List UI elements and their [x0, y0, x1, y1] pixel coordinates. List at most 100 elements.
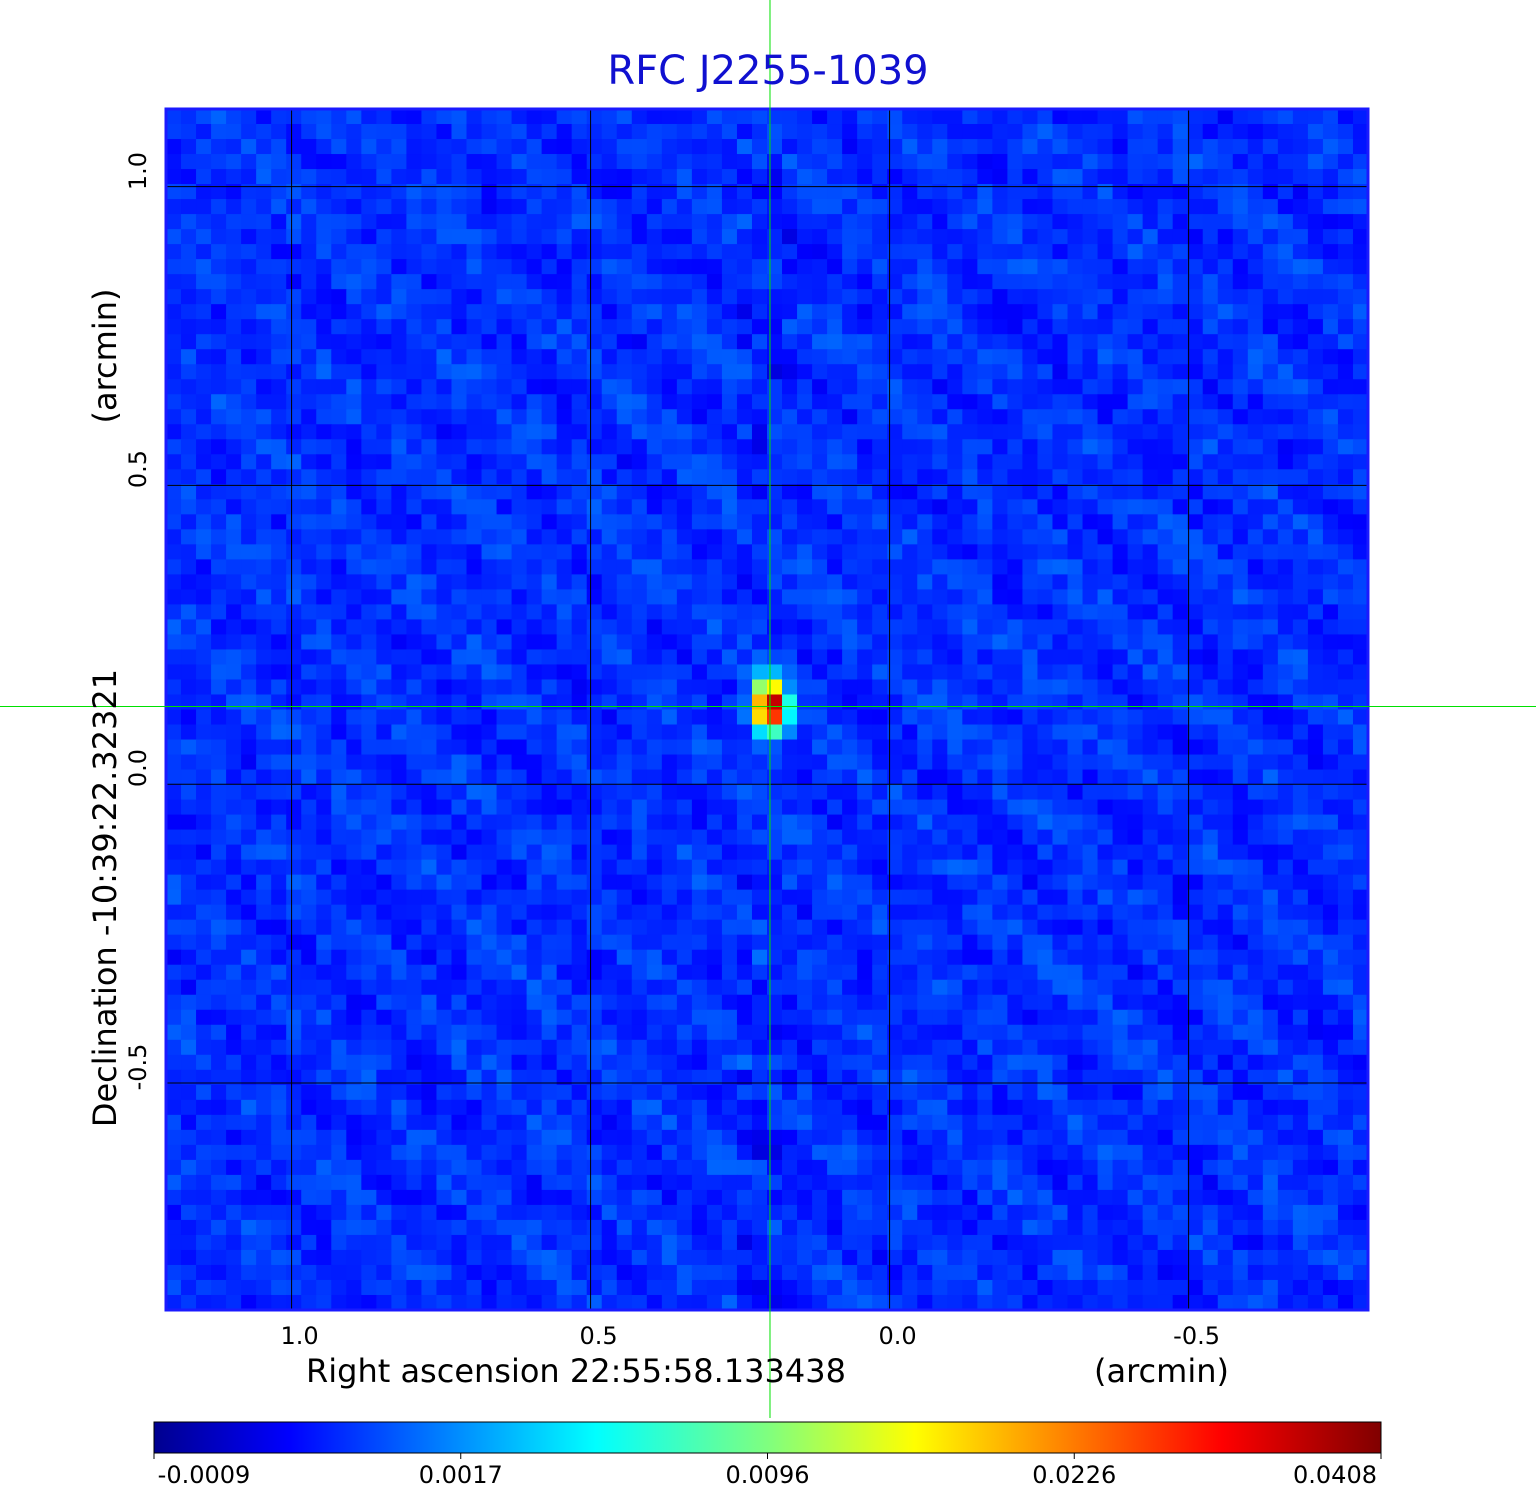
heatmap-cell [631, 919, 648, 936]
heatmap-cell [676, 259, 693, 275]
heatmap-cell [196, 739, 212, 756]
heatmap-cell [1322, 304, 1339, 320]
heatmap-cell [887, 319, 903, 335]
heatmap-cell [1127, 274, 1144, 290]
heatmap-cell [962, 409, 978, 425]
heatmap-cell [1217, 979, 1234, 996]
heatmap-cell [661, 154, 678, 170]
heatmap-cell [1037, 694, 1054, 711]
heatmap-cell [1172, 1009, 1189, 1026]
heatmap-cell [992, 394, 1009, 410]
heatmap-cell [181, 334, 197, 350]
heatmap-cell [1202, 649, 1219, 666]
heatmap-cell [782, 124, 798, 140]
heatmap-cell [421, 604, 438, 621]
heatmap-cell [1352, 859, 1369, 876]
heatmap-cell [466, 709, 483, 726]
heatmap-cell [1217, 799, 1234, 816]
heatmap-cell [1187, 124, 1204, 140]
heatmap-cell [526, 244, 543, 260]
heatmap-cell [691, 424, 708, 440]
heatmap-cell [1097, 529, 1114, 545]
heatmap-cell [631, 1039, 648, 1056]
heatmap-cell [586, 334, 603, 350]
heatmap-cell [1082, 199, 1099, 215]
heatmap-cell [1277, 379, 1294, 395]
heatmap-cell [181, 424, 197, 440]
heatmap-cell [1247, 304, 1264, 320]
heatmap-cell [1157, 949, 1174, 966]
heatmap-cell [406, 619, 423, 636]
heatmap-cell [797, 139, 813, 155]
heatmap-cell [1022, 1024, 1039, 1041]
heatmap-cell [1247, 904, 1264, 921]
heatmap-cell [661, 904, 678, 921]
heatmap-cell [1127, 424, 1144, 440]
heatmap-cell [1202, 259, 1219, 275]
heatmap-cell [1037, 949, 1054, 966]
heatmap-cell [241, 229, 257, 245]
heatmap-cell [962, 394, 978, 410]
heatmap-cell [1187, 529, 1204, 545]
heatmap-cell [1187, 694, 1204, 711]
heatmap-cell [1142, 469, 1159, 485]
heatmap-cell [586, 259, 603, 275]
heatmap-cell [1247, 244, 1264, 260]
heatmap-cell [376, 784, 392, 801]
heatmap-cell [646, 379, 663, 395]
heatmap-cell [526, 934, 543, 951]
heatmap-cell [706, 289, 723, 305]
heatmap-cell [1337, 634, 1354, 651]
heatmap-cell [661, 469, 678, 485]
heatmap-cell [736, 124, 753, 140]
heatmap-cell [1007, 259, 1024, 275]
heatmap-cell [1052, 454, 1069, 470]
heatmap-cell [331, 694, 347, 711]
heatmap-cell [691, 949, 708, 966]
heatmap-cell [992, 409, 1009, 425]
heatmap-cell [992, 259, 1009, 275]
heatmap-cell [1052, 319, 1069, 335]
heatmap-cell [571, 349, 588, 365]
heatmap-cell [166, 949, 182, 966]
heatmap-cell [1037, 994, 1054, 1011]
heatmap-cell [181, 409, 197, 425]
heatmap-cell [1172, 154, 1189, 170]
heatmap-cell [1322, 169, 1339, 185]
heatmap-cell [556, 319, 573, 335]
heatmap-cell [406, 244, 423, 260]
heatmap-cell [346, 559, 362, 575]
heatmap-cell [481, 679, 498, 696]
heatmap-cell [196, 379, 212, 395]
heatmap-cell [1142, 409, 1159, 425]
heatmap-cell [767, 694, 783, 711]
heatmap-cell [436, 874, 453, 891]
heatmap-cell [1142, 994, 1159, 1011]
heatmap-cell [1277, 994, 1294, 1011]
heatmap-cell [872, 754, 888, 771]
heatmap-cell [1232, 214, 1249, 230]
heatmap-cell [676, 754, 693, 771]
heatmap-cell [1187, 574, 1204, 590]
heatmap-cell [541, 1009, 558, 1026]
heatmap-cell [316, 229, 332, 245]
heatmap-cell [616, 619, 633, 636]
heatmap-cell [917, 334, 933, 350]
heatmap-cell [857, 499, 873, 515]
heatmap-cell [1082, 334, 1099, 350]
heatmap-cell [1082, 769, 1099, 786]
heatmap-cell [1082, 709, 1099, 726]
heatmap-cell [241, 154, 257, 170]
heatmap-cell [1142, 424, 1159, 440]
heatmap-cell [166, 349, 182, 365]
heatmap-cell [782, 514, 798, 530]
heatmap-cell [616, 769, 633, 786]
heatmap-cell [1037, 739, 1054, 756]
heatmap-cell [827, 319, 843, 335]
heatmap-cell [1307, 904, 1324, 921]
heatmap-cell [1247, 259, 1264, 275]
heatmap-cell [812, 409, 828, 425]
heatmap-cell [346, 199, 362, 215]
heatmap-cell [451, 739, 468, 756]
heatmap-cell [196, 649, 212, 666]
